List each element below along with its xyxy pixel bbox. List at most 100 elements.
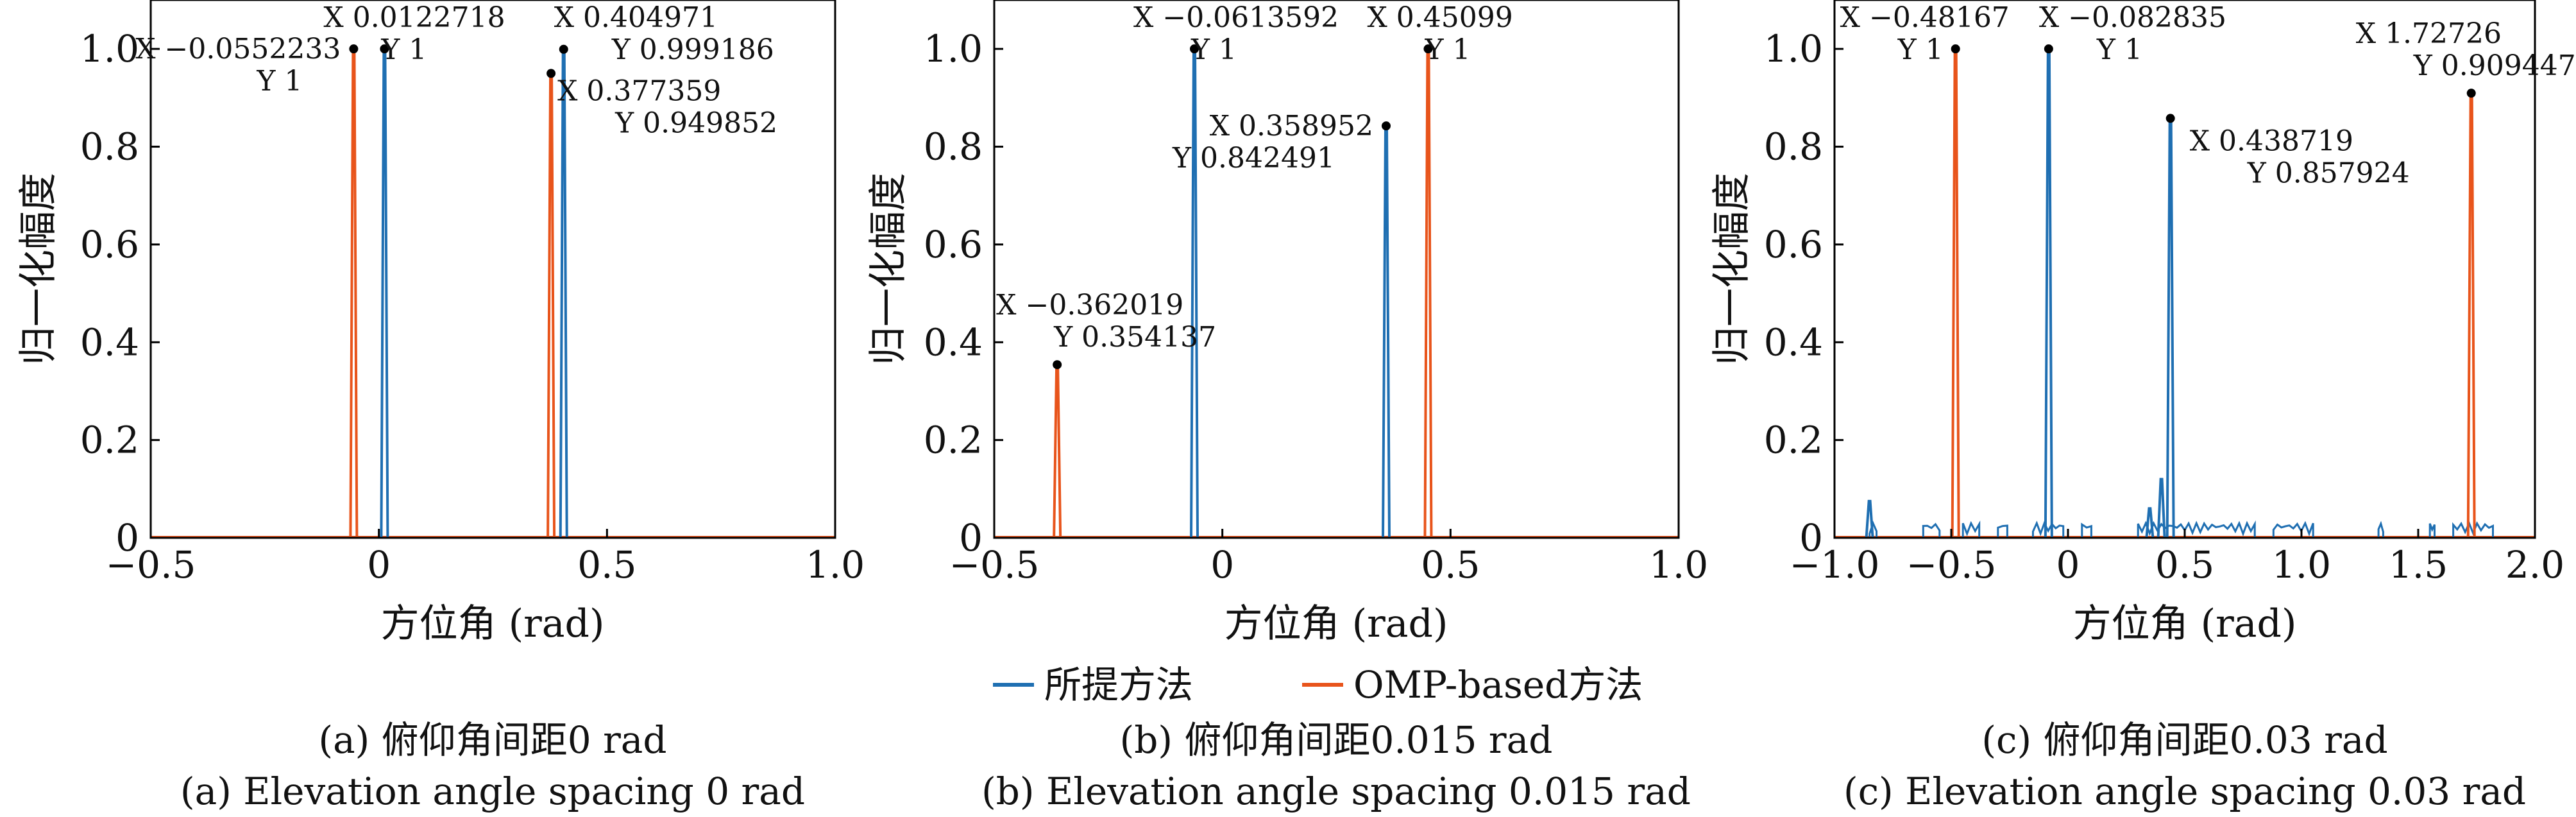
panel-b-datatip-x-0: X −0.362019 [996,289,1183,322]
panel-b-datatip-marker-1 [1190,44,1199,54]
panel-c-yticks: 0 0.2 0.4 0.6 0.8 1.0 [1764,27,1843,560]
panel-c-datatip-x-0: X −0.48167 [1840,1,2010,34]
panel-c-datatip-x-1: X −0.082835 [2039,1,2226,34]
panel-a-series-1-peak-1 [547,72,556,538]
panel-a-ytick-label-5: 1.0 [80,27,139,71]
panel-b-ytick-label-2: 0.4 [924,320,983,364]
panel-c-datatip-y-3: Y 0.909447 [2413,49,2576,82]
panel-a-ylabel: 归一化幅度 [16,173,61,365]
panel-a-ytick-label-1: 0.2 [80,418,139,462]
panel-c-datatip-y-1: Y 1 [2096,33,2142,66]
panel-c-ylabel: 归一化幅度 [1709,173,1754,365]
panel-b-caption-en: (b) Elevation angle spacing 0.015 rad [981,770,1691,813]
panel-c-xtick-label-3: 0.5 [2155,543,2214,587]
panel-c-xtick-label-4: 1.0 [2272,543,2331,587]
panel-c-datatip-marker-1 [2044,44,2053,54]
panel-c-xtick-label-5: 1.5 [2389,543,2448,587]
panel-a-datatip-y-0: Y 1 [256,65,302,98]
panel-b-datatip-x-2: X 0.358952 [1210,110,1373,142]
panel-a-ytick-label-3: 0.6 [80,223,139,266]
panel-c-ytick-label-5: 1.0 [1764,27,1823,71]
panel-c-series-1-peak-0 [1951,47,1960,538]
panel-b-xtick-label-1: 0 [1210,543,1234,587]
panel-b-ytick-label-3: 0.6 [924,223,983,266]
panel-b-ytick-label-5: 1.0 [924,27,983,71]
panel-a-series-0-peak-1 [559,47,568,538]
panel-a-datatip-y-2: Y 0.949852 [614,107,777,139]
panel-b-datatip-x-1: X −0.0613592 [1133,1,1339,34]
panel-c-datatip-marker-3 [2466,89,2476,98]
panel-a-datatip-x-2: X 0.377359 [557,74,721,107]
panel-c-caption-cn: (c) 俯仰角间距0.03 rad [1981,718,2387,762]
panel-a-datatip-marker-1 [380,44,389,54]
panel-a-datatip-y-1: Y 1 [380,33,427,66]
panel-c-datatip-y-2: Y 0.857924 [2247,157,2410,189]
panel-a-datatip-marker-0 [349,44,359,54]
panel-c-marks [1835,47,2535,538]
panel-c-series-0-peak-1 [2165,117,2175,538]
panel-c-series-0-sidelobe-8 [2377,520,2384,538]
panel-b-datatip-marker-0 [1053,360,1062,370]
panel-b-frame [993,0,1680,539]
panel-c-xtick-label-1: −0.5 [1906,543,1997,587]
panel-b-caption-cn: (b) 俯仰角间距0.015 rad [1120,718,1553,762]
panel-a-xtick-label-2: 0.5 [577,543,636,587]
panel-c-caption-en: (c) Elevation angle spacing 0.03 rad [1843,770,2526,813]
legend-label-proposed: 所提方法 [1044,663,1193,707]
panel-c-ytick-label-1: 0.2 [1764,418,1823,462]
panel-c-series-0-peak-3 [2157,477,2166,538]
panel-b-datatip-y-2: Y 0.842491 [1172,142,1335,175]
panel-c-ytick-label-3: 0.6 [1764,223,1823,266]
panel-b-ytick-label-0: 0 [959,516,983,560]
panel-c-xtick-label-2: 0 [2056,543,2080,587]
panel-a-series-0-peak-0 [380,47,389,538]
panel-c-series-0-sidelobe-1 [1922,522,1941,538]
panel-b-ylabel: 归一化幅度 [866,173,911,365]
panel-a-series-1-peak-0 [349,47,359,538]
panel-c-xtick-label-6: 2.0 [2505,543,2564,587]
panel-a-yticks: 0 0.2 0.4 0.6 0.8 1.0 [80,27,160,560]
panel-b-datatip-marker-2 [1382,121,1391,131]
panel-a-datatip-x-0: X −0.0552233 [135,33,341,65]
panel-a-datatip-marker-3 [559,44,568,54]
panel-b-datatip-marker-3 [1423,44,1433,54]
panel-c-xtick-label-0: −1.0 [1790,543,1880,587]
panel-a: −0.5 0 0.5 1.0 00.20.40.60.81.0 X −0.055223… [16,0,865,813]
panel-b-series-0-peak-1 [1382,125,1391,538]
panel-a-xtick-label-3: 1.0 [806,543,865,587]
panel-b-series-1-peak-1 [1423,47,1433,538]
panel-c-datatip-x-2: X 0.438719 [2190,125,2353,157]
panel-c-datatip-x-3: X 1.72726 [2356,17,2502,50]
panel-a-datatip-x-1: X 0.0122718 [323,1,505,34]
panel-b-datatip-x-3: X 0.45099 [1367,1,1513,34]
panel-b-xticks: −0.5 0 0.5 1.0 [949,529,1708,587]
panel-a-xtick-label-1: 0 [367,543,391,587]
panel-c-series-0-sidelobe-6 [2137,520,2256,538]
panel-c: −1.0 −0.5 0 0.5 1.0 1.5 2.0 0 0.2 0.4 0.6 0.8 1.0 X… [1709,0,2576,813]
panel-a-datatip-marker-2 [547,69,556,78]
panel-b-xtick-label-0: −0.5 [949,543,1040,587]
panel-b-series-1-peak-0 [1053,363,1062,538]
panel-c-series-0-sidelobe-0 [1868,520,1878,538]
panel-a-datatip-y-3: Y 0.999186 [611,33,774,66]
panel-a-ytick-label-2: 0.4 [80,320,139,364]
panel-a-caption-en: (a) Elevation angle spacing 0 rad [180,770,805,813]
panel-c-series-0-sidelobe-4 [2031,520,2065,538]
legend-label-omp: OMP-based方法 [1353,663,1643,707]
panel-b-datatip-y-0: Y 0.354137 [1053,321,1216,354]
panel-c-ytick-label-2: 0.4 [1764,320,1823,364]
panel-a-ytick-label-4: 0.8 [80,125,139,169]
panel-a-xticks: −0.5 0 0.5 1.0 [106,529,865,587]
panel-a-ytick-label-0: 0 [115,516,139,560]
panel-b-datatip-y-1: Y 1 [1191,33,1237,66]
panel-a-caption-cn: (a) 俯仰角间距0 rad [318,718,666,762]
panel-c-xticks: −1.0 −0.5 0 0.5 1.0 1.5 2.0 [1790,529,2564,587]
panel-c-datatip-y-0: Y 1 [1897,33,1944,66]
panel-b-datatip-y-3: Y 1 [1424,33,1470,66]
panel-c-series-0-sidelobe-2 [1962,520,1981,538]
panel-b-xtick-label-3: 1.0 [1649,543,1708,587]
